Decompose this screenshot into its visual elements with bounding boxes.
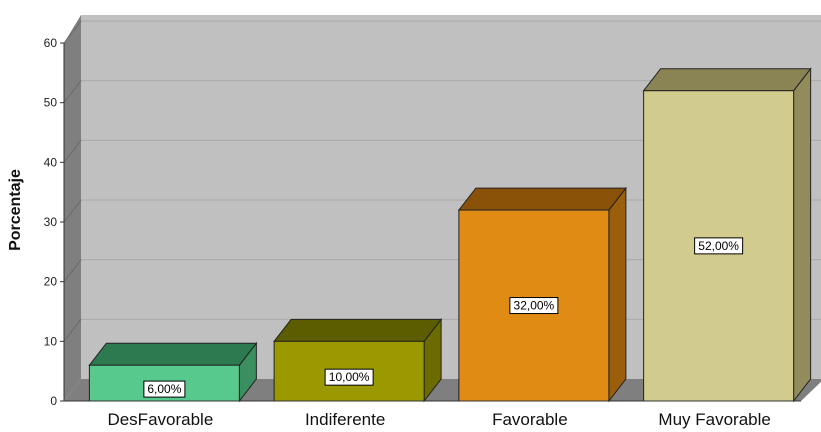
x-axis: DesFavorable Indiferente Favorable Muy Favo… xyxy=(64,400,801,429)
bar-3: 52,00% xyxy=(642,67,812,403)
data-label-box xyxy=(143,380,186,398)
data-label: 32,00% xyxy=(514,299,555,313)
x-category-label: DesFavorable xyxy=(107,410,213,429)
y-tick-label: 20 xyxy=(44,275,58,289)
bar-top-face xyxy=(457,187,627,211)
gridline-side xyxy=(63,80,82,103)
y-tick-label: 60 xyxy=(44,36,58,50)
gridline-side xyxy=(63,20,82,44)
bar-1: 10,00% xyxy=(273,317,443,403)
bar-top-face xyxy=(88,342,258,366)
data-label: 52,00% xyxy=(698,239,739,253)
y-axis: 0 10 20 30 40 50 60 xyxy=(44,36,65,408)
plot-floor xyxy=(64,379,821,401)
bar-2: 32,00% xyxy=(457,186,627,403)
plot-side-wall xyxy=(64,15,81,401)
data-label: 6,00% xyxy=(147,382,181,396)
gridline-side xyxy=(63,259,82,282)
bars-group: 6,00% 10,00% 32,00% 52,00% xyxy=(88,67,812,403)
x-category-label: Indiferente xyxy=(305,410,385,429)
bar-side-face xyxy=(608,186,627,403)
y-tick-label: 50 xyxy=(44,96,58,110)
bar-top-face xyxy=(273,318,443,342)
x-category-label: Favorable xyxy=(492,410,568,429)
gridline-side xyxy=(63,199,82,223)
bar-top-face xyxy=(642,68,812,92)
bar-side-face xyxy=(793,67,812,403)
y-tick-label: 0 xyxy=(50,394,57,408)
y-tick-label: 40 xyxy=(44,155,58,169)
data-label-box xyxy=(694,237,744,255)
x-category-label: Muy Favorable xyxy=(658,410,770,429)
gridline-side xyxy=(63,140,82,163)
y-tick-label: 10 xyxy=(44,334,58,348)
bar-0: 6,00% xyxy=(88,341,258,403)
data-label-box xyxy=(324,368,374,386)
data-label-box xyxy=(509,297,559,315)
y-tick-label: 30 xyxy=(44,215,58,229)
y-axis-title: Porcentaje xyxy=(7,169,24,251)
gridline-side xyxy=(63,319,82,342)
data-label: 10,00% xyxy=(329,370,370,384)
